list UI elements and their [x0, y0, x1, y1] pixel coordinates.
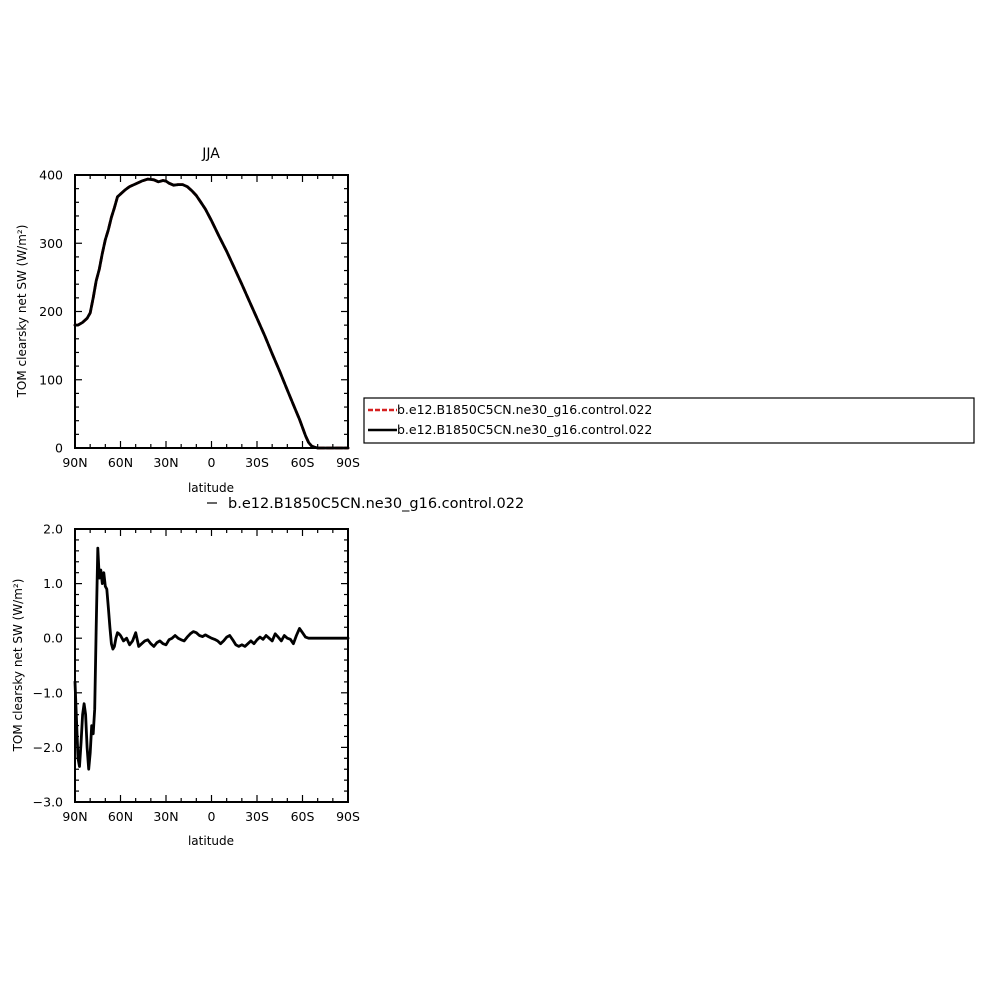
top-title: JJA — [201, 146, 220, 162]
bottom-x-tick-label: 60S — [291, 809, 315, 824]
top-x-tick-label: 30S — [245, 455, 269, 470]
bottom-x-tick-label: 30S — [245, 809, 269, 824]
bottom-legend-label: b.e12.B1850C5CN.ne30_g16.control.022 — [228, 496, 524, 512]
top-y-tick-label: 300 — [39, 236, 63, 251]
bottom-x-tick-label: 90N — [62, 809, 87, 824]
bottom-plot-frame — [74, 528, 349, 803]
bottom-x-tick-label: 90S — [336, 809, 360, 824]
top-y-axis: 0 100 200 300 400 — [39, 168, 348, 456]
top-x-axis: 90N 60N 30N 0 30S 60S 90S — [62, 175, 360, 470]
top-x-tick-label: 0 — [208, 455, 216, 470]
bottom-x-tick-label: 0 — [208, 809, 216, 824]
legend-label-red: b.e12.B1850C5CN.ne30_g16.control.022 — [397, 402, 652, 417]
bottom-y-axis-label: TOM clearsky net SW (W/m²) — [11, 579, 25, 753]
top-x-tick-label: 60S — [291, 455, 315, 470]
bottom-series-layer — [73, 546, 350, 771]
bottom-x-axis-label: latitude — [188, 834, 234, 848]
top-panel: JJA 90N 60N 30N 0 30S 60S 90S 0 100 200 300 400 la… — [15, 146, 360, 495]
top-y-tick-label: 400 — [39, 168, 63, 183]
top-y-tick-label: 200 — [39, 304, 63, 319]
bottom-y-tick-label: −2.0 — [33, 740, 63, 755]
bottom-y-tick-label: −3.0 — [33, 795, 63, 810]
top-series-layer — [73, 177, 350, 450]
top-plot-frame — [74, 174, 349, 449]
bottom-x-tick-label: 60N — [108, 809, 133, 824]
top-series-line-2 — [73, 177, 350, 450]
bottom-y-tick-label: 0.0 — [43, 631, 63, 646]
legend-label-black: b.e12.B1850C5CN.ne30_g16.control.022 — [397, 422, 652, 437]
top-y-tick-label: 0 — [55, 441, 63, 456]
top-x-tick-label: 30N — [153, 455, 178, 470]
bottom-y-tick-label: 1.0 — [43, 576, 63, 591]
top-x-tick-label: 90S — [336, 455, 360, 470]
bottom-y-tick-label: −1.0 — [33, 685, 63, 700]
bottom-y-tick-label: 2.0 — [43, 522, 63, 537]
top-x-tick-label: 60N — [108, 455, 133, 470]
bottom-x-axis: 90N 60N 30N 0 30S 60S 90S — [62, 529, 360, 824]
top-y-tick-label: 100 — [39, 372, 63, 387]
legend-frame — [363, 397, 975, 444]
top-x-axis-label: latitude — [188, 481, 234, 495]
bottom-y-axis: −3.0 −2.0 −1.0 0.0 1.0 2.0 — [33, 522, 348, 810]
bottom-series-line-1 — [73, 546, 350, 771]
bottom-x-tick-label: 30N — [153, 809, 178, 824]
top-y-axis-label: TOM clearsky net SW (W/m²) — [15, 225, 29, 399]
legend-box: b.e12.B1850C5CN.ne30_g16.control.022 b.e… — [363, 397, 975, 444]
top-x-tick-label: 90N — [62, 455, 87, 470]
bottom-panel: b.e12.B1850C5CN.ne30_g16.control.022 90N… — [11, 496, 524, 848]
